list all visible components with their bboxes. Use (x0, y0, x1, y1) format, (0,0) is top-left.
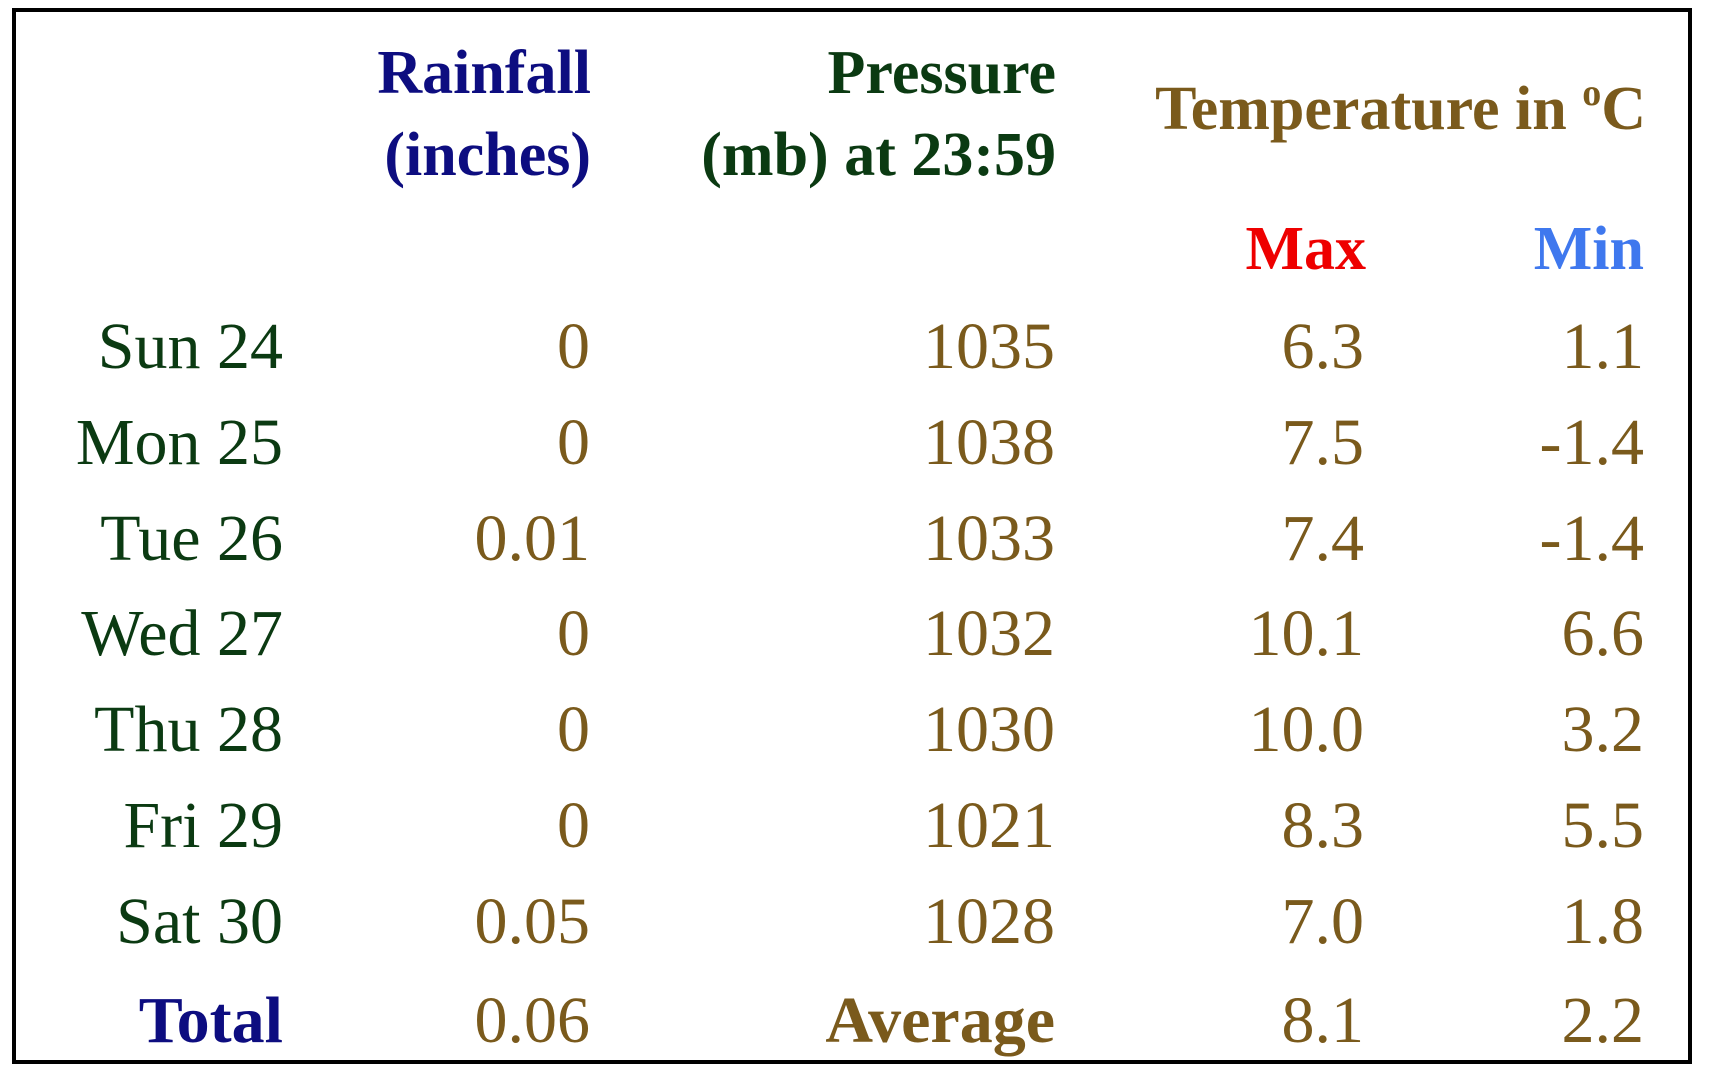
max-value: 7.4 (1281, 502, 1365, 575)
rainfall-value: 0.05 (474, 885, 591, 958)
pressure-value: 1021 (923, 789, 1055, 862)
degree-sup: o (1582, 72, 1602, 114)
rainfall-header: Rainfall (inches) (377, 32, 591, 196)
average-label: Average (825, 984, 1055, 1057)
weather-table: Rainfall (inches) Pressure (mb) at 23:59… (12, 8, 1692, 1064)
rainfall-value: 0 (557, 693, 590, 766)
day-label: Mon 25 (75, 406, 283, 479)
average-min: 2.2 (1561, 984, 1645, 1057)
min-value: 3.2 (1561, 693, 1645, 766)
rainfall-value: 0 (557, 789, 590, 862)
max-value: 10.1 (1248, 597, 1365, 670)
pressure-value: 1038 (923, 406, 1055, 479)
pressure-value: 1030 (923, 693, 1055, 766)
min-value: 5.5 (1561, 789, 1645, 862)
max-value: 6.3 (1281, 310, 1365, 383)
day-label: Thu 28 (94, 693, 283, 766)
min-value: -1.4 (1539, 502, 1644, 575)
pressure-header-line1: Pressure (827, 39, 1056, 107)
total-label: Total (138, 984, 283, 1057)
max-header: Max (1245, 215, 1366, 283)
pressure-value: 1035 (923, 310, 1055, 383)
pressure-value: 1033 (923, 502, 1055, 575)
max-value: 8.3 (1281, 789, 1365, 862)
rainfall-value: 0.01 (474, 502, 591, 575)
day-label: Fri 29 (123, 789, 283, 862)
day-label: Wed 27 (81, 597, 283, 670)
day-label: Tue 26 (100, 502, 283, 575)
temperature-header: Temperature in oC (1155, 74, 1646, 140)
rainfall-value: 0 (557, 310, 590, 383)
rainfall-header-line2: (inches) (384, 121, 591, 189)
average-max: 8.1 (1281, 984, 1365, 1057)
temperature-unit: C (1601, 75, 1646, 143)
total-rainfall: 0.06 (474, 984, 591, 1057)
pressure-value: 1032 (923, 597, 1055, 670)
max-value: 7.0 (1281, 885, 1365, 958)
min-value: 1.8 (1561, 885, 1645, 958)
min-value: -1.4 (1539, 406, 1644, 479)
max-value: 7.5 (1281, 406, 1365, 479)
min-header: Min (1533, 215, 1644, 283)
max-value: 10.0 (1248, 693, 1365, 766)
min-value: 6.6 (1561, 597, 1645, 670)
pressure-value: 1028 (923, 885, 1055, 958)
rainfall-header-line1: Rainfall (377, 39, 591, 107)
day-label: Sun 24 (97, 310, 283, 383)
rainfall-value: 0 (557, 406, 590, 479)
temperature-header-text: Temperature in (1155, 75, 1583, 143)
pressure-header: Pressure (mb) at 23:59 (701, 32, 1056, 196)
pressure-header-line2: (mb) at 23:59 (701, 121, 1056, 189)
day-label: Sat 30 (116, 885, 283, 958)
min-value: 1.1 (1561, 310, 1645, 383)
rainfall-value: 0 (557, 597, 590, 670)
